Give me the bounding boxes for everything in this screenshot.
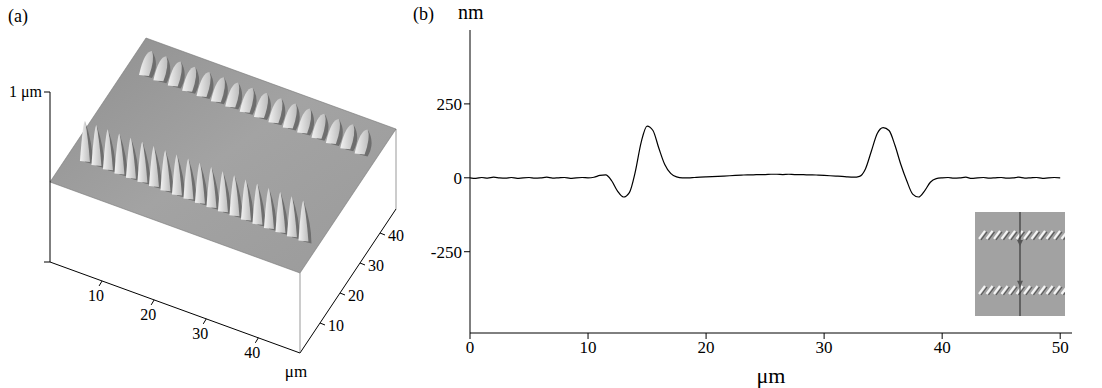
svg-text:250: 250 xyxy=(437,95,463,114)
svg-text:20: 20 xyxy=(140,306,156,323)
svg-text:40: 40 xyxy=(244,344,260,361)
html-text:nm: nm xyxy=(458,1,484,23)
svg-text:40: 40 xyxy=(388,227,404,244)
svg-text:0: 0 xyxy=(454,169,463,188)
svg-text:-250: -250 xyxy=(431,243,462,262)
svg-text:μm: μm xyxy=(285,362,307,381)
svg-text:30: 30 xyxy=(816,338,833,357)
svg-text:10: 10 xyxy=(88,287,104,304)
svg-text:0: 0 xyxy=(466,338,475,357)
svg-text:(a): (a) xyxy=(8,6,28,27)
svg-text:10: 10 xyxy=(580,338,597,357)
html-text:(b): (b) xyxy=(413,4,434,24)
svg-text:20: 20 xyxy=(348,287,364,304)
svg-text:1 μm: 1 μm xyxy=(9,83,43,101)
svg-text:μm: μm xyxy=(757,363,786,388)
svg-text:50: 50 xyxy=(1052,338,1069,357)
svg-text:30: 30 xyxy=(192,325,208,342)
svg-text:10: 10 xyxy=(328,317,344,334)
svg-text:30: 30 xyxy=(368,257,384,274)
svg-text:40: 40 xyxy=(934,338,951,357)
svg-text:20: 20 xyxy=(698,338,715,357)
